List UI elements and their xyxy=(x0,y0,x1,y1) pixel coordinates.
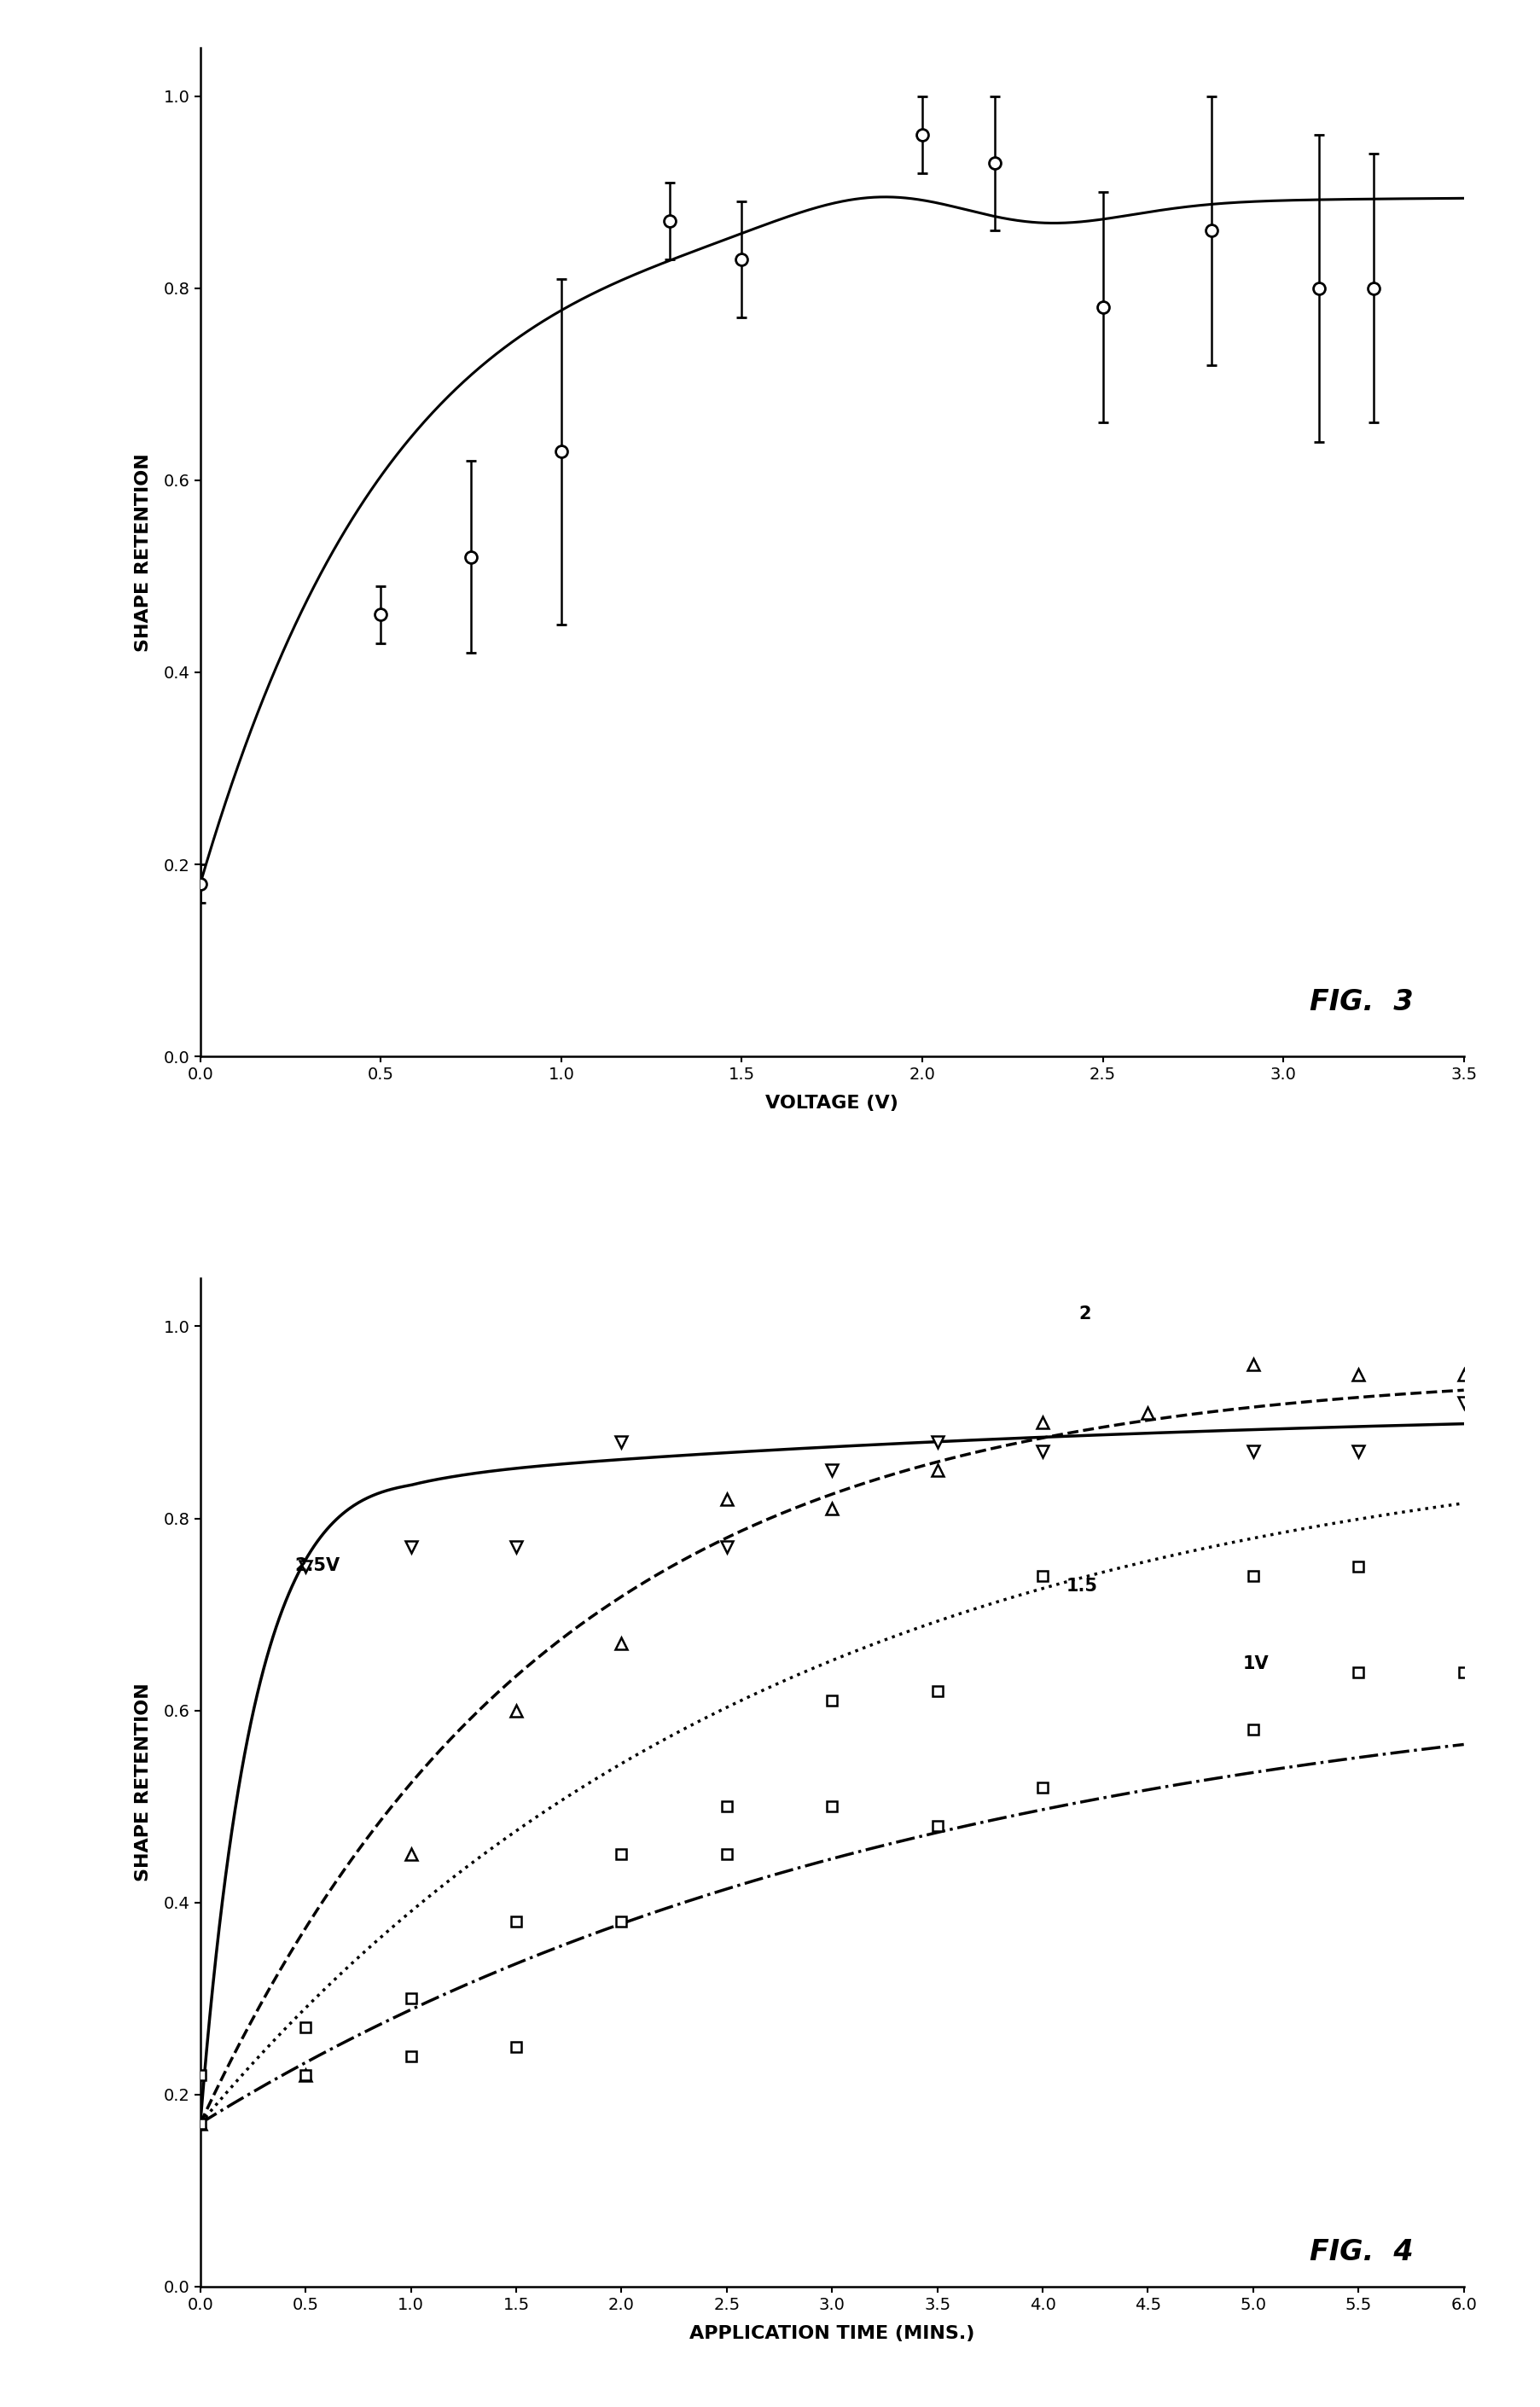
Y-axis label: SHAPE RETENTION: SHAPE RETENTION xyxy=(136,453,152,652)
Text: 2.5V: 2.5V xyxy=(296,1557,340,1574)
Text: 2: 2 xyxy=(1078,1305,1090,1321)
Text: FIG.  4: FIG. 4 xyxy=(1309,2239,1412,2267)
Text: 1V: 1V xyxy=(1241,1656,1267,1673)
Text: 1.5: 1.5 xyxy=(1066,1577,1096,1593)
X-axis label: APPLICATION TIME (MINS.): APPLICATION TIME (MINS.) xyxy=(688,2325,975,2342)
Text: FIG.  3: FIG. 3 xyxy=(1309,987,1412,1016)
Y-axis label: SHAPE RETENTION: SHAPE RETENTION xyxy=(136,1682,152,1882)
X-axis label: VOLTAGE (V): VOLTAGE (V) xyxy=(765,1095,898,1112)
